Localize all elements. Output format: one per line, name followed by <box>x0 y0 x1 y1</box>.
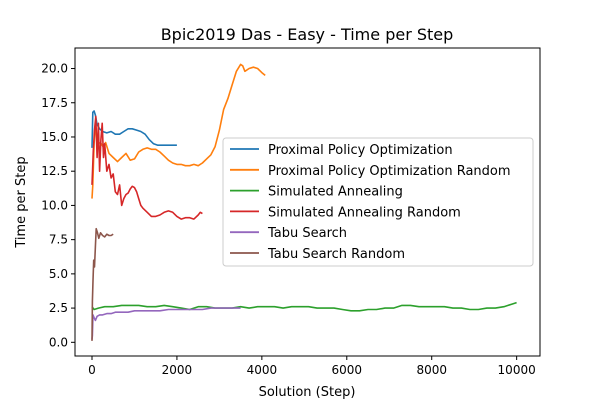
series-line-4 <box>91 307 241 340</box>
x-tick-label: 10000 <box>498 363 536 377</box>
legend-label-5: Tabu Search Random <box>267 247 405 262</box>
x-tick-label: 6000 <box>332 363 363 377</box>
y-axis-label: Time per Step <box>14 156 29 248</box>
y-tick-label: 20.0 <box>41 62 68 76</box>
y-tick-label: 10.0 <box>41 198 68 212</box>
y-tick-label: 5.0 <box>49 267 68 281</box>
legend-label-2: Simulated Annealing <box>268 185 403 200</box>
legend-box <box>222 137 534 267</box>
series-line-2 <box>91 301 517 312</box>
series-line-5 <box>91 227 114 341</box>
x-axis-label: Solution (Step) <box>259 385 356 400</box>
y-tick-label: 7.5 <box>49 233 68 247</box>
y-tick-label: 15.0 <box>41 130 68 144</box>
legend-label-0: Proximal Policy Optimization <box>268 143 453 158</box>
x-tick-label: 0 <box>88 363 96 377</box>
legend: Proximal Policy Optimization Proximal Pol… <box>222 137 534 267</box>
y-tick-label: 0.0 <box>49 335 68 349</box>
series-line-0 <box>91 110 177 148</box>
series-layer <box>91 63 517 341</box>
y-tick-label: 17.5 <box>41 96 68 110</box>
plot-frame <box>74 47 541 357</box>
x-tick-label: 8000 <box>416 363 447 377</box>
x-axis: 0 2000 4000 6000 8000 10000 <box>88 356 536 377</box>
y-tick-label: 12.5 <box>41 164 68 178</box>
legend-label-3: Simulated Annealing Random <box>268 205 461 220</box>
series-line-3 <box>91 115 203 220</box>
x-tick-label: 2000 <box>162 363 193 377</box>
y-tick-label: 2.5 <box>49 301 68 315</box>
legend-label-1: Proximal Policy Optimization Random <box>268 164 511 179</box>
chart-title: Bpic2019 Das - Easy - Time per Step <box>161 25 454 44</box>
legend-label-4: Tabu Search <box>267 226 347 241</box>
x-tick-label: 4000 <box>247 363 278 377</box>
y-axis: 0.0 2.5 5.0 7.5 10.0 12.5 15.0 17.5 20.0 <box>41 62 75 349</box>
